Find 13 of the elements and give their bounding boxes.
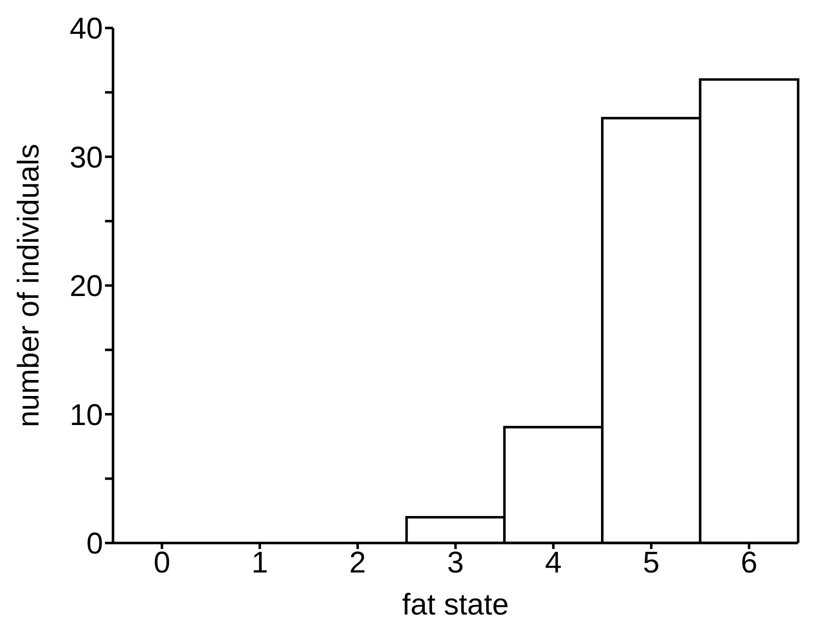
x-axis-title: fat state — [402, 588, 509, 622]
y-tick-label: 40 — [70, 12, 103, 46]
x-tick-label: 6 — [740, 546, 758, 580]
x-tick-label: 2 — [349, 546, 366, 580]
x-tick-label: 4 — [545, 546, 562, 580]
x-tick-label: 0 — [154, 546, 170, 580]
x-tick-label: 1 — [251, 546, 268, 580]
x-tick-label: 3 — [447, 546, 464, 580]
x-tick-label: 5 — [642, 546, 660, 580]
y-axis-title: number of individuals — [12, 144, 46, 428]
y-tick-label: 20 — [70, 270, 103, 304]
y-tick-label: 30 — [70, 141, 103, 174]
y-tick-label: 10 — [70, 398, 103, 432]
